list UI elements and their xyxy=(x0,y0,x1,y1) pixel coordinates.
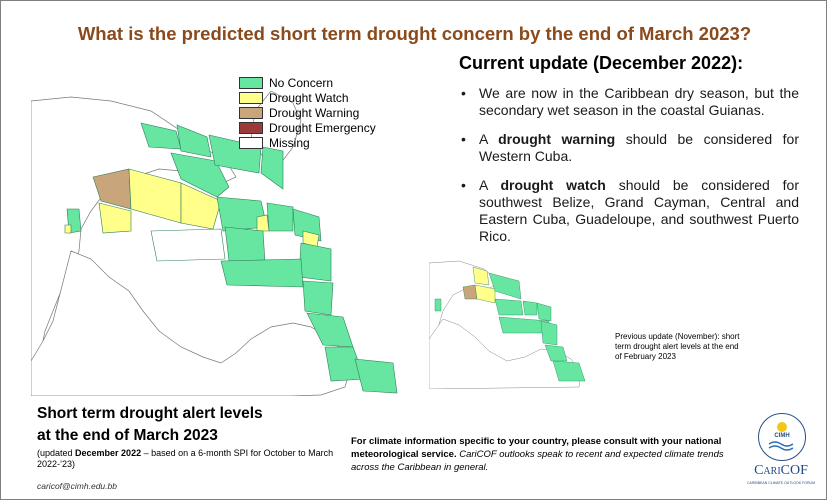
zone-atlantic-ne xyxy=(260,146,284,190)
previous-update-map xyxy=(429,260,586,389)
bullet-text: A xyxy=(479,131,499,147)
footer-title-line1: Short term drought alert levels xyxy=(37,405,263,422)
zone-suriname xyxy=(354,358,398,394)
legend-swatch xyxy=(239,92,263,104)
small-zone-pr xyxy=(522,300,538,316)
bullet-text-bold: drought watch xyxy=(500,177,606,193)
map-legend: No Concern Drought Watch Drought Warning… xyxy=(239,76,376,151)
bullet-marker: • xyxy=(461,177,466,193)
zone-cayman xyxy=(98,202,132,234)
footer-subtitle-bold: December 2022 xyxy=(75,448,142,458)
zone-leeward xyxy=(292,208,322,242)
bullet-text: should be considered for Western Cuba. xyxy=(479,131,799,164)
small-zone-cuba-c xyxy=(474,284,496,304)
update-bullet-list: • We are now in the Caribbean dry season… xyxy=(459,85,799,257)
small-zone-windward xyxy=(540,320,558,346)
small-zones xyxy=(434,266,586,382)
legend-label: Missing xyxy=(269,136,310,150)
footer-subtitle-text: – based on a 6-month SPI for October to … xyxy=(37,448,334,469)
slide-title: What is the predicted short term drought… xyxy=(77,23,752,44)
legend-entry: No Concern xyxy=(239,76,376,90)
update-bullet-item: • We are now in the Caribbean dry season… xyxy=(459,85,799,119)
small-zone-leeward xyxy=(536,302,552,322)
drought-zones xyxy=(64,122,398,394)
zone-belize-sw xyxy=(64,224,72,234)
small-zone-guianas xyxy=(552,360,586,382)
footer-subtitle-text: (updated xyxy=(37,448,76,458)
cimh-logo: CIMH xyxy=(758,413,806,461)
legend-entry: Missing xyxy=(239,136,376,150)
legend-label: Drought Watch xyxy=(269,91,349,105)
zone-puerto-rico xyxy=(266,202,294,232)
footer-title: Short term drought alert levels at the e… xyxy=(37,403,263,447)
legend-entry: Drought Warning xyxy=(239,106,376,120)
legend-swatch xyxy=(239,107,263,119)
zone-caribbean-c xyxy=(224,226,266,264)
update-bullet-item: • A drought warning should be considered… xyxy=(459,131,799,165)
legend-swatch xyxy=(239,137,263,149)
zone-windward-3 xyxy=(302,280,334,316)
small-zone-bahamas xyxy=(472,266,490,286)
small-zone-cuba-w xyxy=(462,284,478,300)
legend-entry: Drought Watch xyxy=(239,91,376,105)
legend-swatch xyxy=(239,122,263,134)
previous-update-caption: Previous update (November): short term d… xyxy=(615,332,740,361)
climate-info-note: For climate information specific to your… xyxy=(351,435,746,474)
bullet-text: should be considered for southwest Beliz… xyxy=(479,177,799,244)
zone-caribbean-w xyxy=(150,228,226,262)
small-zone-atlantic xyxy=(488,272,522,300)
legend-entry: Drought Emergency xyxy=(239,121,376,135)
climate-info-bold: For climate information specific to your… xyxy=(351,436,722,460)
small-zone-trinidad xyxy=(544,344,568,362)
zone-central-cuba xyxy=(128,168,182,224)
current-update-heading: Current update (December 2022): xyxy=(459,53,743,74)
legend-label: No Concern xyxy=(269,76,334,90)
main-drought-map xyxy=(31,91,398,396)
small-zone-hispaniola xyxy=(494,298,524,316)
bullet-text: We are now in the Caribbean dry season, … xyxy=(479,85,799,118)
legend-swatch xyxy=(239,77,263,89)
legend-label: Drought Warning xyxy=(269,106,360,120)
bullet-marker: • xyxy=(461,85,466,101)
bullet-text-bold: drought warning xyxy=(498,131,616,147)
current-update-heading-colon: : xyxy=(737,53,744,73)
footer-subtitle: (updated December 2022 – based on a 6-mo… xyxy=(37,448,342,470)
cimh-logo-text: CIMH xyxy=(774,433,790,439)
contact-email: caricof@cimh.edu.bb xyxy=(37,481,117,491)
zone-bahamas-e xyxy=(176,124,212,158)
bullet-text: A xyxy=(479,177,501,193)
caricof-logo-subtitle: CARIBBEAN CLIMATE OUTLOOK FORUM xyxy=(747,481,815,485)
logos: CIMH CariCOF CARIBBEAN CLIMATE OUTLOOK F… xyxy=(746,413,816,495)
zone-windward-2 xyxy=(220,258,304,288)
zone-windward-1 xyxy=(298,242,332,282)
footer-title-line2: at the end of March 2023 xyxy=(37,427,218,444)
zone-pr-sw xyxy=(256,214,270,232)
current-update-heading-text: Current update (December 2022) xyxy=(459,53,738,73)
sun-icon xyxy=(768,422,794,451)
caricof-logo-text: CariCOF xyxy=(754,463,808,478)
update-bullet-item: • A drought watch should be considered f… xyxy=(459,177,799,245)
small-zone-belize xyxy=(434,298,442,312)
legend-label: Drought Emergency xyxy=(269,121,376,135)
bullet-marker: • xyxy=(461,131,466,147)
climate-info-italic: CariCOF outlooks speak to recent and exp… xyxy=(351,449,724,473)
